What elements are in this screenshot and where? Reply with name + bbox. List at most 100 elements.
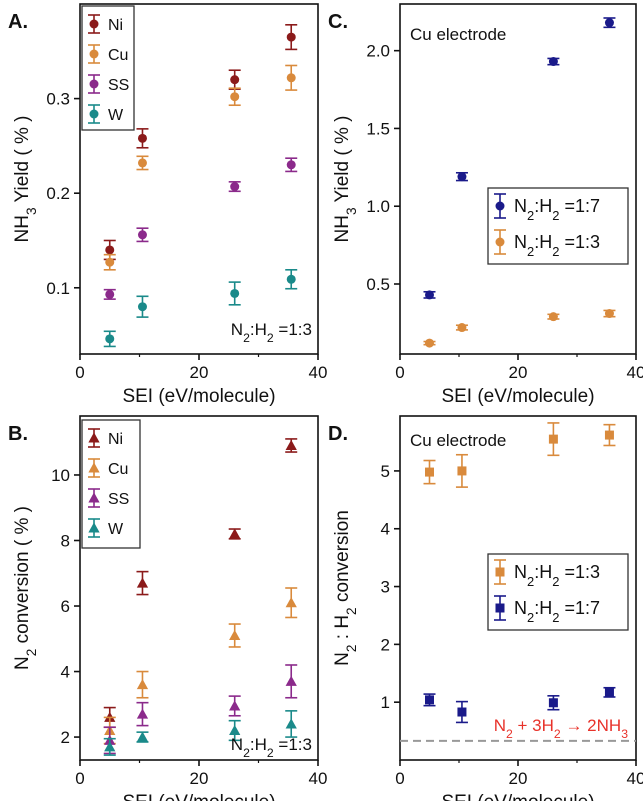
data-point bbox=[548, 434, 558, 444]
panel-c: C. 0 20 40 0.5 1.0 1.5 2.0 SEI (eV/molecule) NH3 … bbox=[328, 3, 643, 407]
y-tick-label: 2 bbox=[381, 635, 390, 654]
legend-marker bbox=[495, 603, 505, 613]
annotation: N2:H2 =1:3 bbox=[231, 320, 312, 345]
legend-label: N2:H2 =1:3 bbox=[514, 562, 600, 589]
data-point bbox=[548, 698, 558, 708]
data-point bbox=[136, 679, 149, 690]
panel-letter: D. bbox=[328, 423, 348, 445]
legend-marker bbox=[88, 432, 100, 443]
x-tick-label: 40 bbox=[309, 363, 328, 382]
y-tick-label: 0.3 bbox=[46, 90, 70, 109]
y-tick-label: 1.5 bbox=[366, 119, 390, 138]
panel-letter: B. bbox=[8, 423, 28, 445]
x-axis-title: SEI (eV/molecule) bbox=[441, 792, 594, 801]
data-point bbox=[548, 57, 558, 67]
y-tick-label: 4 bbox=[381, 520, 390, 539]
data-point bbox=[230, 92, 240, 102]
data-point bbox=[137, 230, 147, 240]
data-point bbox=[285, 597, 297, 608]
x-tick-label: 40 bbox=[627, 363, 643, 382]
legend-marker bbox=[89, 109, 99, 119]
x-tick-label: 0 bbox=[75, 363, 84, 382]
y-axis-title: N2 : H2 conversion bbox=[332, 510, 359, 666]
legend: Ni Cu SS W bbox=[81, 5, 135, 131]
x-tick-label: 20 bbox=[190, 363, 209, 382]
data-point bbox=[286, 160, 296, 170]
y-axis-title: NH3 Yield ( % ) bbox=[12, 116, 39, 243]
legend-label: SS bbox=[108, 491, 129, 508]
x-tick-label: 0 bbox=[75, 769, 84, 788]
legend-marker bbox=[89, 19, 99, 29]
legend-label: W bbox=[108, 521, 124, 538]
x-tick-label: 40 bbox=[309, 769, 328, 788]
data-point bbox=[104, 741, 116, 752]
data-point bbox=[457, 323, 467, 333]
x-axis-title: SEI (eV/molecule) bbox=[441, 386, 594, 407]
data-point bbox=[285, 718, 297, 729]
y-tick-label: 6 bbox=[61, 597, 70, 616]
y-tick-label: 0.2 bbox=[46, 184, 70, 203]
data-point bbox=[230, 288, 240, 298]
data-point bbox=[604, 18, 614, 28]
y-tick-label: 0.5 bbox=[366, 275, 390, 294]
x-tick-label: 20 bbox=[190, 769, 209, 788]
series-cu bbox=[103, 587, 298, 745]
y-tick-label: 10 bbox=[51, 466, 70, 485]
y-tick-label: 8 bbox=[61, 531, 70, 550]
data-point bbox=[286, 73, 296, 83]
legend-label: SS bbox=[108, 77, 129, 94]
data-point bbox=[457, 172, 467, 182]
data-point bbox=[285, 439, 297, 450]
y-axis-title: N2 conversion ( % ) bbox=[12, 506, 39, 670]
data-point bbox=[137, 133, 147, 143]
data-point bbox=[604, 309, 614, 319]
legend-box bbox=[487, 187, 629, 265]
data-point bbox=[285, 675, 297, 686]
legend: Ni Cu SS W bbox=[81, 419, 141, 549]
data-point bbox=[548, 312, 558, 322]
panel-b: B. 0 20 40 2 4 6 8 10 SEI (eV/molecule) N2 convers… bbox=[8, 415, 328, 801]
panel-letter: A. bbox=[8, 11, 28, 33]
legend-marker bbox=[89, 79, 99, 89]
x-tick-label: 40 bbox=[627, 769, 643, 788]
data-point bbox=[105, 245, 115, 255]
x-axis-title: SEI (eV/molecule) bbox=[122, 792, 275, 801]
y-tick-label: 1 bbox=[381, 693, 390, 712]
legend-marker bbox=[88, 462, 100, 473]
series-w bbox=[103, 710, 298, 756]
y-tick-label: 5 bbox=[381, 462, 390, 481]
data-point bbox=[229, 528, 241, 539]
series-cu bbox=[103, 64, 298, 271]
data-point bbox=[105, 257, 115, 267]
data-point bbox=[425, 467, 434, 477]
data-point bbox=[457, 466, 467, 476]
data-point bbox=[457, 707, 467, 717]
data-point bbox=[136, 708, 149, 719]
x-tick-label: 0 bbox=[395, 363, 404, 382]
y-tick-label: 4 bbox=[61, 663, 70, 682]
legend-label: Ni bbox=[108, 17, 123, 34]
series-ss bbox=[103, 157, 298, 300]
x-tick-label: 20 bbox=[509, 363, 528, 382]
annotation: N2:H2 =1:3 bbox=[231, 735, 312, 760]
series-n2-h2-1-3 bbox=[423, 422, 616, 488]
series-w bbox=[103, 269, 298, 348]
data-point bbox=[105, 334, 115, 344]
legend: N2:H2 =1:7 N2:H2 =1:3 bbox=[487, 187, 629, 265]
data-point bbox=[604, 430, 614, 440]
legend-label: Ni bbox=[108, 431, 123, 448]
annotation: Cu electrode bbox=[410, 431, 506, 450]
x-axis-title: SEI (eV/molecule) bbox=[122, 386, 275, 407]
panel-a: A. 0 20 40 0.1 0.2 0.3 SEI (eV/molecule) NH3 Yie… bbox=[8, 3, 328, 407]
legend-label: Cu bbox=[108, 461, 128, 478]
annotation: Cu electrode bbox=[410, 25, 506, 44]
legend-label: N2:H2 =1:7 bbox=[514, 598, 600, 625]
data-point bbox=[230, 75, 240, 85]
y-tick-label: 2 bbox=[61, 728, 70, 747]
legend-marker bbox=[495, 237, 505, 247]
data-point bbox=[230, 182, 240, 192]
data-point bbox=[229, 724, 241, 736]
legend-label: N2:H2 =1:3 bbox=[514, 232, 600, 259]
data-point bbox=[137, 158, 147, 168]
